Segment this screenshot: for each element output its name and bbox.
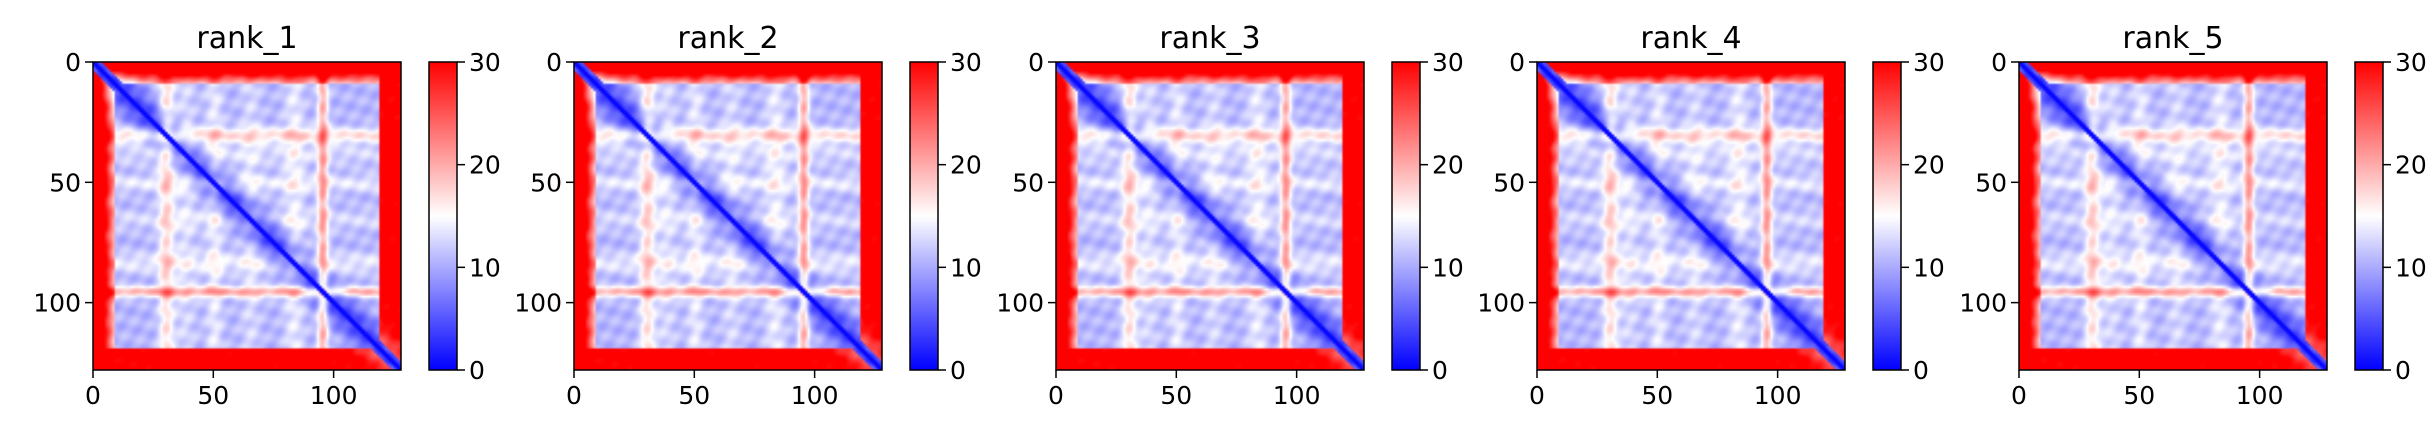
axes-frame — [92, 61, 402, 371]
heatmap-image — [2019, 62, 2327, 370]
panel-title: rank_4 — [1640, 21, 1741, 56]
x-tick-label: 50 — [1160, 381, 1192, 410]
colorbar-tick-label: 20 — [469, 151, 501, 180]
colorbar — [428, 61, 458, 371]
y-tick-label: 50 — [530, 168, 562, 197]
colorbar-tick-label: 10 — [1913, 253, 1945, 282]
colorbar-tick-label: 20 — [1432, 151, 1464, 180]
heatmap-panel-5: rank_5 0 50 100 0 50 100 0 10 20 30 — [1959, 21, 2427, 410]
colorbar-tick-label: 0 — [1432, 356, 1448, 385]
heatmap-image — [1537, 62, 1845, 370]
panel-title: rank_1 — [196, 21, 297, 56]
x-tick-label: 0 — [2011, 381, 2027, 410]
x-tick-label: 100 — [1273, 381, 1321, 410]
x-tick-label: 0 — [85, 381, 101, 410]
panel-title: rank_5 — [2122, 21, 2223, 56]
heatmap-image — [574, 62, 882, 370]
x-tick-label: 50 — [678, 381, 710, 410]
x-tick-label: 50 — [1641, 381, 1673, 410]
y-tick-label: 0 — [1509, 48, 1525, 77]
y-tick-label: 50 — [1493, 168, 1525, 197]
colorbar-tick-label: 0 — [2395, 356, 2411, 385]
colorbar-tick-label: 0 — [469, 356, 485, 385]
panel-title: rank_3 — [1159, 21, 1260, 56]
y-tick-label: 100 — [996, 289, 1044, 318]
colorbar-tick-label: 20 — [2395, 151, 2427, 180]
x-tick-label: 50 — [2123, 381, 2155, 410]
y-tick-label: 100 — [1477, 289, 1525, 318]
y-tick-label: 50 — [1975, 168, 2007, 197]
colorbar — [1872, 61, 1902, 371]
x-tick-label: 100 — [791, 381, 839, 410]
heatmap-image — [93, 62, 401, 370]
y-tick-label: 100 — [514, 289, 562, 318]
axes-frame — [573, 61, 883, 371]
x-tick-label: 0 — [1048, 381, 1064, 410]
y-tick-label: 50 — [49, 168, 81, 197]
colorbar — [909, 61, 939, 371]
heatmap-panel-4: rank_4 0 50 100 0 50 100 0 10 20 30 — [1477, 21, 1945, 410]
x-tick-label: 100 — [1754, 381, 1802, 410]
y-tick-label: 50 — [1012, 168, 1044, 197]
colorbar-tick-label: 30 — [2395, 48, 2427, 77]
x-tick-label: 100 — [310, 381, 358, 410]
colorbar — [2354, 61, 2384, 371]
colorbar-tick-label: 10 — [950, 253, 982, 282]
heatmap-panel-1: rank_1 0 50 100 0 50 100 0 10 20 30 — [33, 21, 501, 410]
colorbar-tick-label: 10 — [1432, 253, 1464, 282]
colorbar — [1391, 61, 1421, 371]
y-tick-label: 0 — [546, 48, 562, 77]
colorbar-tick-label: 20 — [950, 151, 982, 180]
y-tick-label: 0 — [1028, 48, 1044, 77]
colorbar-tick-label: 30 — [950, 48, 982, 77]
axes-frame — [1536, 61, 1846, 371]
y-tick-label: 0 — [1991, 48, 2007, 77]
axes-frame — [1055, 61, 1365, 371]
colorbar-tick-label: 30 — [469, 48, 501, 77]
heatmap-panel-3: rank_3 0 50 100 0 50 100 0 10 20 30 — [996, 21, 1464, 410]
y-tick-label: 100 — [33, 289, 81, 318]
colorbar-tick-label: 30 — [1913, 48, 1945, 77]
x-tick-label: 50 — [197, 381, 229, 410]
x-tick-label: 0 — [1529, 381, 1545, 410]
y-tick-label: 0 — [65, 48, 81, 77]
colorbar-tick-label: 20 — [1913, 151, 1945, 180]
colorbar-tick-label: 0 — [1913, 356, 1929, 385]
panel-title: rank_2 — [677, 21, 778, 56]
heatmap-panel-2: rank_2 0 50 100 0 50 100 0 10 20 30 — [514, 21, 982, 410]
colorbar-tick-label: 0 — [950, 356, 966, 385]
heatmap-image — [1056, 62, 1364, 370]
x-tick-label: 0 — [566, 381, 582, 410]
x-tick-label: 100 — [2236, 381, 2284, 410]
colorbar-tick-label: 10 — [2395, 253, 2427, 282]
y-tick-label: 100 — [1959, 289, 2007, 318]
colorbar-tick-label: 30 — [1432, 48, 1464, 77]
axes-frame — [2018, 61, 2328, 371]
colorbar-tick-label: 10 — [469, 253, 501, 282]
